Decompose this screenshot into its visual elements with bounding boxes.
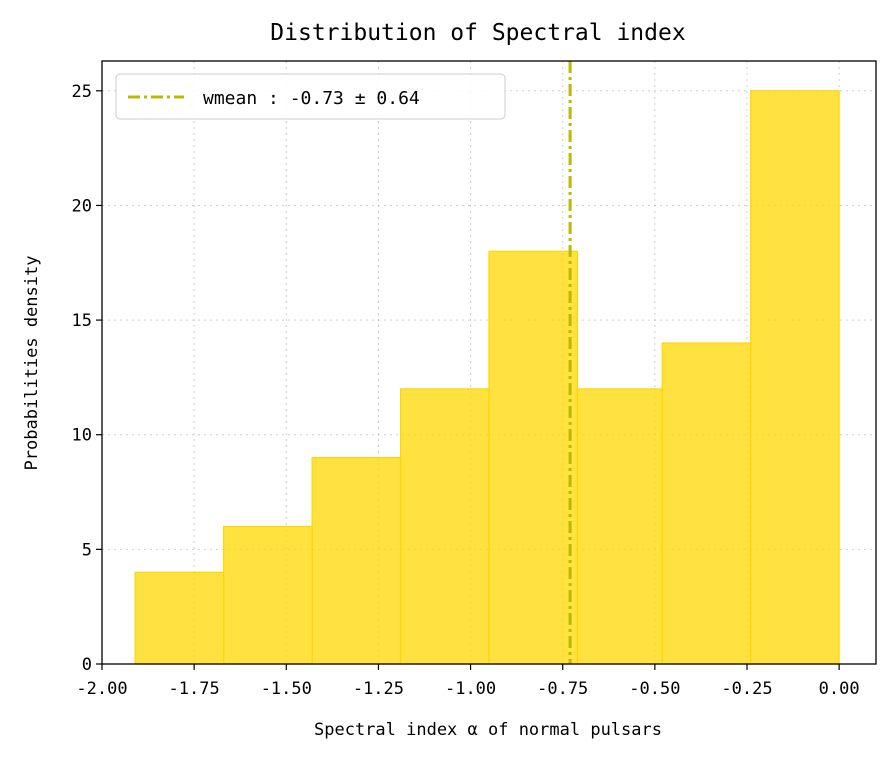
- x-tick-label-7: -0.25: [721, 679, 772, 699]
- bars-layer: [134, 90, 840, 665]
- legend-label: wmean : -0.73 ± 0.64: [203, 88, 420, 109]
- x-tick-label-4: -1.00: [445, 679, 496, 699]
- histogram-bar-1: [223, 525, 313, 665]
- histogram-bar-7: [750, 90, 840, 665]
- x-tick-label-3: -1.25: [353, 679, 404, 699]
- histogram-bar-3: [399, 388, 490, 665]
- x-tick-label-1: -1.75: [169, 679, 220, 699]
- histogram-bar-0: [134, 571, 225, 665]
- x-tick-label-0: -2.00: [76, 679, 127, 699]
- x-tick-label-6: -0.50: [629, 679, 680, 699]
- y-tick-label-5: 25: [72, 82, 92, 102]
- legend: wmean : -0.73 ± 0.64: [115, 73, 506, 120]
- x-tick-label-2: -1.50: [261, 679, 312, 699]
- chart-title: Distribution of Spectral index: [270, 20, 685, 46]
- y-tick-label-3: 15: [72, 311, 92, 331]
- histogram-bar-2: [311, 457, 402, 665]
- x-ticks: -2.00 -1.75 -1.50 -1.25 -1.00 -0.75 -0.50 -0.25…: [76, 664, 860, 699]
- x-tick-label-8: 0.00: [819, 679, 860, 699]
- y-tick-label-1: 5: [82, 540, 92, 560]
- histogram-bar-6: [661, 342, 752, 665]
- x-tick-label-5: -0.75: [537, 679, 588, 699]
- y-tick-label-2: 10: [72, 426, 92, 446]
- x-axis-label: Spectral index α of normal pulsars: [314, 720, 662, 740]
- y-tick-label-4: 20: [72, 196, 92, 216]
- histogram-bar-5: [576, 388, 663, 665]
- legend-box: [115, 73, 506, 120]
- y-ticks: 0 5 10 15 20 25: [72, 82, 102, 675]
- axes-frame: [101, 60, 877, 665]
- y-axis-label: Probabilities density: [22, 256, 42, 471]
- y-tick-label-0: 0: [82, 655, 92, 675]
- histogram-bar-4: [488, 250, 579, 665]
